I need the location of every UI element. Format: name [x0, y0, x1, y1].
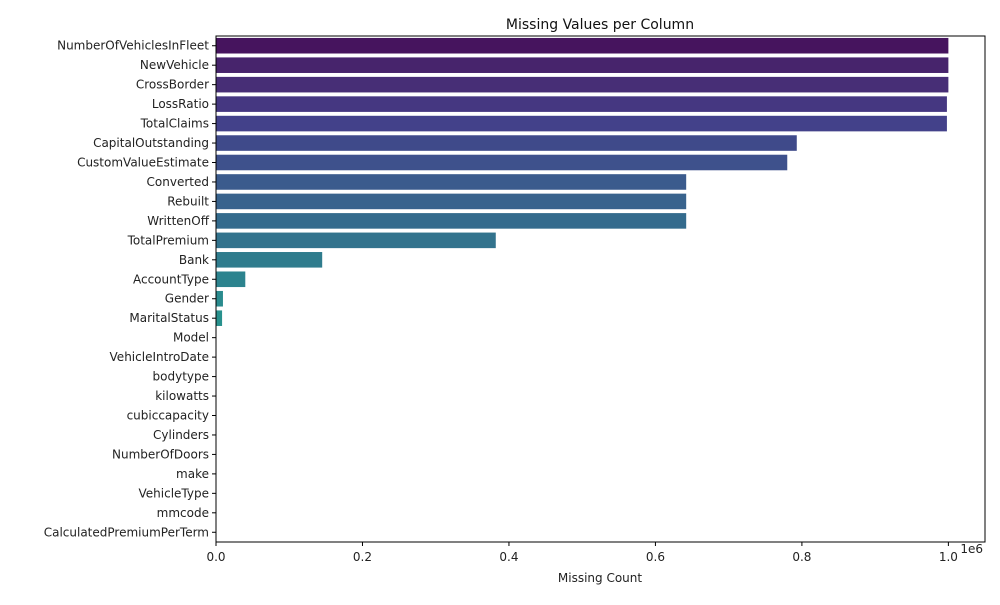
y-tick-label: AccountType	[133, 272, 209, 286]
bars-group	[216, 38, 948, 521]
y-tick-label: VehicleIntroDate	[110, 350, 209, 364]
y-tick-label: Converted	[147, 175, 209, 189]
y-tick-label: TotalPremium	[127, 233, 209, 247]
y-tick-label: TotalClaims	[140, 117, 209, 131]
y-tick-label: MaritalStatus	[129, 311, 209, 325]
x-tick-label: 1.0	[939, 550, 958, 564]
x-axis-label: Missing Count	[558, 571, 642, 585]
y-tick-label: NewVehicle	[140, 58, 209, 72]
y-tick-label: make	[176, 467, 209, 481]
bar-TotalClaims	[216, 116, 947, 132]
x-axis-scale-note: 1e6	[960, 542, 983, 556]
bar-Bank	[216, 252, 322, 268]
y-tick-label: mmcode	[157, 506, 209, 520]
y-tick-label: WrittenOff	[147, 214, 209, 228]
x-axis-ticks: 0.0 0.2 0.4 0.6 0.8 1.0	[206, 542, 957, 564]
y-tick-label: cubiccapacity	[127, 409, 209, 423]
chart-title: Missing Values per Column	[506, 17, 694, 33]
x-tick-label: 0.6	[646, 550, 665, 564]
x-tick-label: 0.4	[499, 550, 518, 564]
bar-Converted	[216, 174, 686, 190]
x-tick-label: 0.2	[353, 550, 372, 564]
y-tick-label: Bank	[179, 253, 209, 267]
y-tick-label: NumberOfVehiclesInFleet	[57, 39, 209, 53]
bar-CapitalOutstanding	[216, 135, 797, 151]
bar-AccountType	[216, 271, 245, 287]
y-tick-label: CrossBorder	[136, 78, 209, 92]
bar-Rebuilt	[216, 194, 686, 210]
bar-NewVehicle	[216, 57, 948, 73]
bar-TotalPremium	[216, 233, 496, 249]
y-tick-label: Gender	[165, 292, 209, 306]
bar-CustomValueEstimate	[216, 155, 787, 171]
bar-WrittenOff	[216, 213, 686, 229]
y-tick-label: NumberOfDoors	[112, 447, 209, 461]
y-tick-label: bodytype	[153, 370, 209, 384]
y-axis-ticks: NumberOfVehiclesInFleet NewVehicle CrossBo…	[44, 39, 216, 540]
x-tick-label: 0.8	[792, 550, 811, 564]
y-tick-label: CalculatedPremiumPerTerm	[44, 525, 209, 539]
bar-Gender	[216, 291, 223, 307]
y-tick-label: CapitalOutstanding	[93, 136, 209, 150]
x-tick-label: 0.0	[206, 550, 225, 564]
y-tick-label: Cylinders	[153, 428, 209, 442]
y-tick-label: Model	[173, 331, 209, 345]
y-tick-label: CustomValueEstimate	[77, 156, 209, 170]
bar-NumberOfVehiclesInFleet	[216, 38, 948, 54]
bar-CrossBorder	[216, 77, 948, 93]
y-tick-label: VehicleType	[139, 486, 209, 500]
y-tick-label: kilowatts	[155, 389, 209, 403]
y-tick-label: Rebuilt	[167, 194, 209, 208]
y-tick-label: LossRatio	[152, 97, 209, 111]
bar-MaritalStatus	[216, 310, 222, 326]
bar-LossRatio	[216, 96, 947, 112]
